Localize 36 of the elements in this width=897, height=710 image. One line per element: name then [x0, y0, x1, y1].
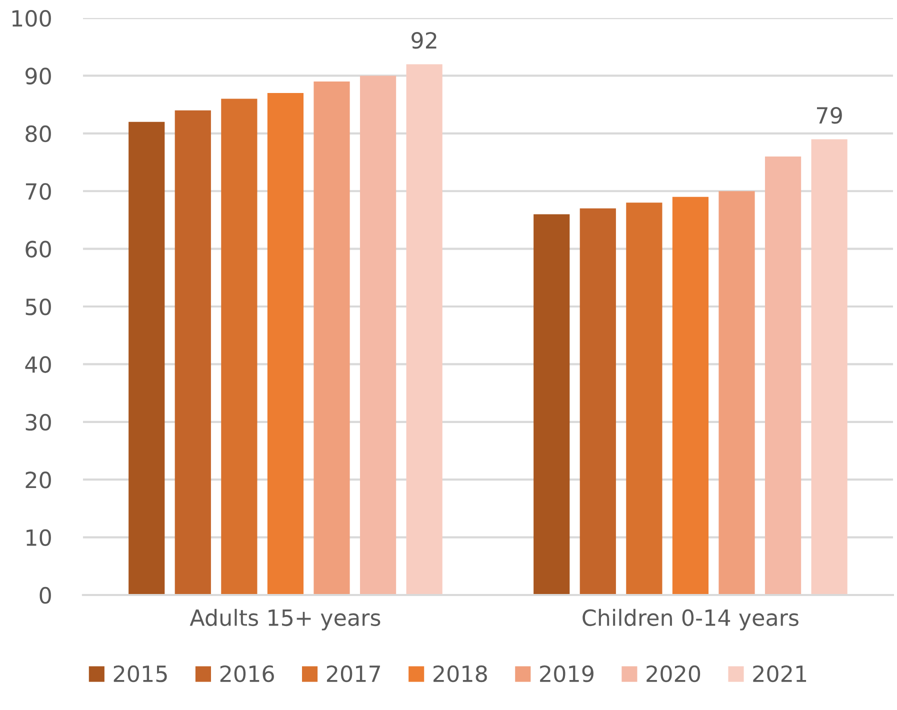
- legend-label: 2020: [646, 665, 700, 682]
- y-tick-label: 20: [26, 472, 51, 488]
- data-label: 79: [817, 106, 842, 124]
- data-label: 92: [412, 32, 436, 49]
- bar: [626, 202, 662, 595]
- y-tick-label: 80: [26, 125, 51, 142]
- y-tick-label: 60: [26, 240, 51, 258]
- bar: [406, 64, 442, 595]
- y-tick-label: 40: [25, 356, 51, 373]
- bar: [672, 196, 709, 595]
- x-tick-label: Adults 15+ years: [190, 608, 380, 630]
- bar: [221, 98, 258, 595]
- bar: [580, 208, 616, 595]
- bar: [360, 76, 396, 595]
- legend-label: 2017: [326, 665, 380, 682]
- legend-label: 2016: [220, 665, 274, 682]
- y-tick-label: 90: [26, 68, 51, 84]
- y-tick-label: 10: [26, 529, 51, 546]
- y-tick-label: 50: [26, 298, 51, 316]
- bar: [174, 110, 211, 595]
- legend-label: 2015: [114, 665, 167, 682]
- bar: [534, 214, 570, 595]
- y-tick-label: 100: [12, 10, 51, 27]
- bar: [718, 191, 755, 595]
- y-tick-label: 0: [40, 586, 51, 604]
- y-tick-label: 70: [26, 183, 51, 200]
- y-tick-label: 30: [26, 414, 51, 431]
- bar: [128, 122, 165, 595]
- bar: [314, 82, 350, 595]
- legend-label: 2021: [753, 665, 806, 682]
- legend-label: 2019: [540, 665, 594, 682]
- bar: [811, 139, 848, 595]
- x-tick-label: Children 0-14 years: [582, 608, 798, 630]
- bar: [267, 93, 304, 595]
- bar: [764, 156, 802, 595]
- legend-label: 2018: [434, 665, 487, 682]
